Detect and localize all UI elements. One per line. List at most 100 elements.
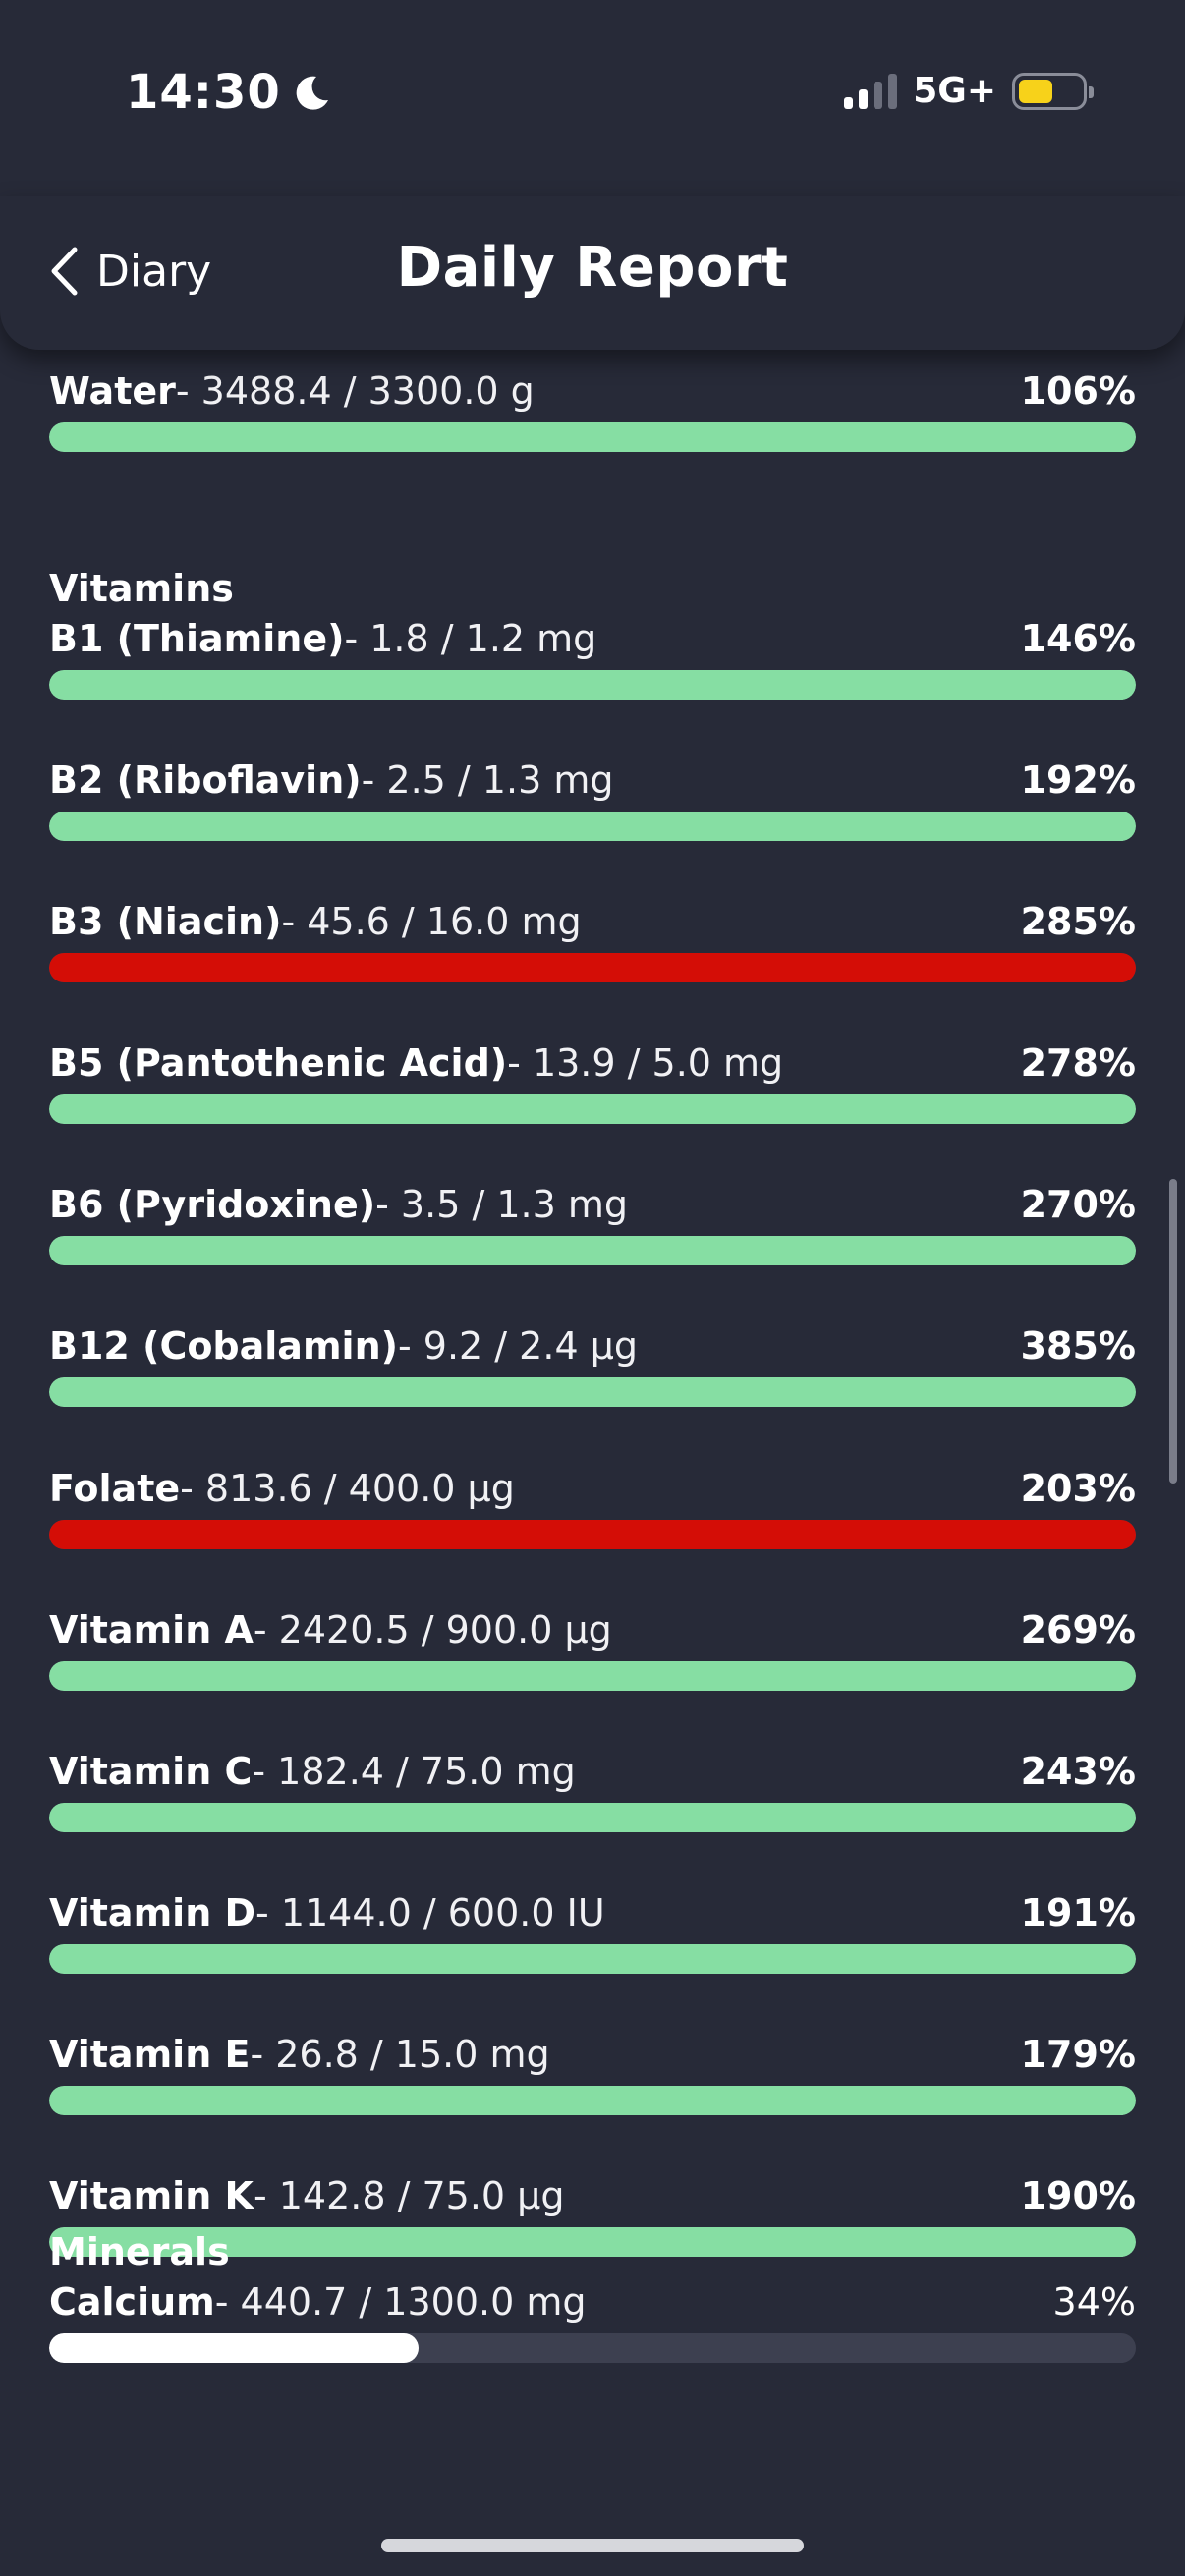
nutrient-row-water[interactable]: Water- 3488.4 / 3300.0 g 106%: [49, 360, 1136, 452]
nutrient-name: Vitamin A: [49, 1608, 254, 1652]
nav-header: Diary Daily Report: [0, 196, 1185, 350]
nutrient-amount: - 3.5 / 1.3 mg: [375, 1183, 628, 1226]
status-bar: 14:30 5G+: [0, 0, 1185, 196]
nutrient-percent: 270%: [1020, 1183, 1136, 1226]
nutrient-line: B6 (Pyridoxine)- 3.5 / 1.3 mg 270%: [49, 1173, 1136, 1236]
nutrient-percent: 34%: [1052, 2280, 1136, 2324]
nutrient-row-vitamin-d[interactable]: Vitamin D- 1144.0 / 600.0 IU 191%: [49, 1881, 1136, 1974]
nutrient-percent: 179%: [1020, 2033, 1136, 2076]
nutrient-name: B12 (Cobalamin): [49, 1324, 398, 1368]
nutrient-row-vitamin-c[interactable]: Vitamin C- 182.4 / 75.0 mg 243%: [49, 1740, 1136, 1832]
signal-icon: [844, 73, 898, 109]
progress-bar-track: [49, 2086, 1136, 2115]
nutrient-label: Water- 3488.4 / 3300.0 g: [49, 369, 535, 413]
progress-bar-track: [49, 812, 1136, 841]
nutrient-name: Calcium: [49, 2280, 215, 2324]
progress-bar-track: [49, 1520, 1136, 1549]
home-indicator[interactable]: [381, 2539, 804, 2552]
nutrient-row-folate[interactable]: Folate- 813.6 / 400.0 µg 203%: [49, 1457, 1136, 1549]
progress-bar-track: [49, 953, 1136, 982]
nutrient-line: Vitamin A- 2420.5 / 900.0 µg 269%: [49, 1598, 1136, 1661]
progress-bar-track: [49, 422, 1136, 452]
nutrient-label: B1 (Thiamine)- 1.8 / 1.2 mg: [49, 617, 596, 660]
section-header-minerals: Minerals: [49, 2230, 230, 2273]
nutrient-name: Water: [49, 369, 176, 413]
nutrient-label: B3 (Niacin)- 45.6 / 16.0 mg: [49, 900, 582, 943]
progress-bar-track: [49, 670, 1136, 700]
nutrient-percent: 191%: [1020, 1891, 1136, 1934]
nutrient-label: Vitamin K- 142.8 / 75.0 µg: [49, 2174, 564, 2217]
nutrient-name: Vitamin C: [49, 1750, 253, 1793]
nutrient-percent: 285%: [1020, 900, 1136, 943]
battery-icon: [1012, 72, 1094, 110]
nutrient-row-b5-pantothenic-acid[interactable]: B5 (Pantothenic Acid)- 13.9 / 5.0 mg 278%: [49, 1032, 1136, 1124]
nutrient-name: B5 (Pantothenic Acid): [49, 1041, 508, 1085]
progress-bar-track: [49, 1944, 1136, 1974]
nutrient-name: B1 (Thiamine): [49, 617, 345, 660]
nutrient-label: B6 (Pyridoxine)- 3.5 / 1.3 mg: [49, 1183, 628, 1226]
nutrient-line: Water- 3488.4 / 3300.0 g 106%: [49, 360, 1136, 422]
nutrient-label: Vitamin E- 26.8 / 15.0 mg: [49, 2033, 550, 2076]
nutrient-label: Vitamin D- 1144.0 / 600.0 IU: [49, 1891, 605, 1934]
progress-bar-fill: [49, 2227, 1136, 2257]
nutrient-amount: - 142.8 / 75.0 µg: [253, 2174, 565, 2217]
progress-bar-fill: [49, 670, 1136, 700]
nutrient-line: Vitamin K- 142.8 / 75.0 µg 190%: [49, 2164, 1136, 2227]
back-button[interactable]: Diary: [49, 240, 211, 303]
nutrient-amount: - 1.8 / 1.2 mg: [344, 617, 597, 660]
scrollbar[interactable]: [1169, 1179, 1177, 1484]
nutrient-row-b2-riboflavin[interactable]: B2 (Riboflavin)- 2.5 / 1.3 mg 192%: [49, 749, 1136, 841]
nutrient-line: Vitamin D- 1144.0 / 600.0 IU 191%: [49, 1881, 1136, 1944]
progress-bar-track: [49, 1803, 1136, 1832]
progress-bar-track: [49, 1094, 1136, 1124]
nutrient-line: B1 (Thiamine)- 1.8 / 1.2 mg 146%: [49, 607, 1136, 670]
status-time-group: 14:30: [126, 65, 334, 120]
nutrient-row-b6-pyridoxine[interactable]: B6 (Pyridoxine)- 3.5 / 1.3 mg 270%: [49, 1173, 1136, 1265]
progress-bar-fill: [49, 1377, 1136, 1407]
nutrient-percent: 243%: [1020, 1750, 1136, 1793]
progress-bar-track: [49, 2333, 1136, 2363]
nutrient-row-b12-cobalamin[interactable]: B12 (Cobalamin)- 9.2 / 2.4 µg 385%: [49, 1315, 1136, 1407]
nutrient-line: B12 (Cobalamin)- 9.2 / 2.4 µg 385%: [49, 1315, 1136, 1377]
progress-bar-fill: [49, 1661, 1136, 1691]
nutrient-amount: - 26.8 / 15.0 mg: [250, 2033, 550, 2076]
chevron-left-icon: [51, 247, 78, 296]
nutrient-percent: 146%: [1020, 617, 1136, 660]
nutrient-amount: - 440.7 / 1300.0 mg: [214, 2280, 587, 2324]
progress-bar-fill: [49, 422, 1136, 452]
nutrient-amount: - 9.2 / 2.4 µg: [398, 1324, 638, 1368]
progress-bar-fill: [49, 953, 1136, 982]
progress-bar-track: [49, 1377, 1136, 1407]
progress-bar-track: [49, 1661, 1136, 1691]
nutrient-row-vitamin-k[interactable]: Vitamin K- 142.8 / 75.0 µg 190%: [49, 2164, 1136, 2257]
nutrient-amount: - 13.9 / 5.0 mg: [507, 1041, 784, 1085]
nutrient-row-vitamin-a[interactable]: Vitamin A- 2420.5 / 900.0 µg 269%: [49, 1598, 1136, 1691]
nutrient-label: Calcium- 440.7 / 1300.0 mg: [49, 2280, 586, 2324]
nutrient-row-b3-niacin[interactable]: B3 (Niacin)- 45.6 / 16.0 mg 285%: [49, 890, 1136, 982]
nutrient-line: Calcium- 440.7 / 1300.0 mg 34%: [49, 2270, 1136, 2333]
back-label: Diary: [96, 246, 212, 297]
nutrient-label: B2 (Riboflavin)- 2.5 / 1.3 mg: [49, 758, 613, 802]
moon-icon: [296, 76, 328, 110]
nutrient-line: Vitamin C- 182.4 / 75.0 mg 243%: [49, 1740, 1136, 1803]
progress-bar-fill: [49, 1236, 1136, 1265]
progress-bar-track: [49, 2227, 1136, 2257]
status-icons: 5G+: [844, 71, 1094, 111]
nutrient-percent: 278%: [1020, 1041, 1136, 1085]
nutrient-amount: - 1144.0 / 600.0 IU: [255, 1891, 605, 1934]
nutrient-percent: 203%: [1020, 1467, 1136, 1510]
nutrient-amount: - 182.4 / 75.0 mg: [252, 1750, 576, 1793]
nutrient-amount: - 3488.4 / 3300.0 g: [175, 369, 535, 413]
network-label: 5G+: [913, 71, 996, 111]
nutrient-row-b1-thiamine[interactable]: B1 (Thiamine)- 1.8 / 1.2 mg 146%: [49, 607, 1136, 700]
nutrient-label: Folate- 813.6 / 400.0 µg: [49, 1467, 515, 1510]
progress-bar-fill: [49, 2333, 420, 2363]
nutrient-row-calcium[interactable]: Calcium- 440.7 / 1300.0 mg 34%: [49, 2270, 1136, 2363]
nutrient-amount: - 45.6 / 16.0 mg: [281, 900, 582, 943]
nutrient-percent: 192%: [1020, 758, 1136, 802]
nutrient-label: Vitamin C- 182.4 / 75.0 mg: [49, 1750, 576, 1793]
progress-bar-fill: [49, 2086, 1136, 2115]
nutrient-line: B3 (Niacin)- 45.6 / 16.0 mg 285%: [49, 890, 1136, 953]
nutrient-percent: 190%: [1020, 2174, 1136, 2217]
nutrient-row-vitamin-e[interactable]: Vitamin E- 26.8 / 15.0 mg 179%: [49, 2023, 1136, 2115]
